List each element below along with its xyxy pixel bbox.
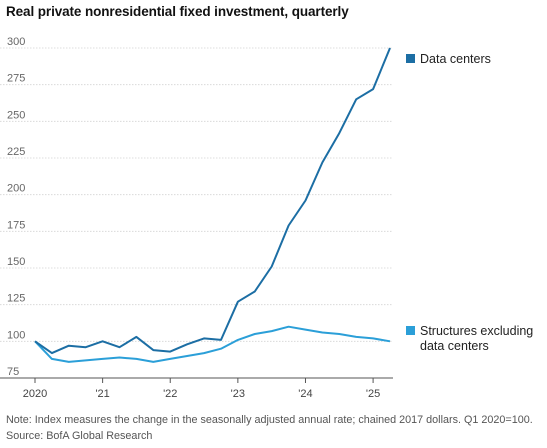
y-tick-label: 225	[7, 146, 25, 158]
grid-lines	[0, 47, 393, 379]
line-chart: 75 100 125 150 175 200 225 250 275 300 2020 '21 '22…	[0, 36, 533, 400]
x-axis-ticks: 2020 '21 '22 '23 '24 '25	[23, 378, 380, 400]
x-tick-label: '22	[163, 388, 177, 400]
legend-label-data-centers: Data centers	[420, 52, 491, 66]
series-line-structures-excluding-data-centers	[34, 325, 391, 363]
y-axis-ticks: 75 100 125 150 175 200 225 250 275 300	[7, 36, 25, 378]
y-tick-label: 200	[7, 183, 25, 195]
chart-source: Source: BofA Global Research	[6, 430, 153, 442]
x-tick-label: '21	[95, 388, 109, 400]
x-tick-label: '23	[231, 388, 245, 400]
legend-label-structures: Structures excluding data centers	[420, 324, 533, 353]
y-tick-label: 175	[7, 219, 25, 231]
legend-swatch-data-centers	[406, 54, 415, 63]
y-tick-label: 275	[7, 73, 25, 85]
legend: Data centers Structures excluding data cen…	[406, 52, 533, 353]
y-tick-label: 75	[7, 366, 19, 378]
x-tick-label: '25	[366, 388, 380, 400]
x-tick-label: '24	[298, 388, 312, 400]
series-lines	[34, 47, 391, 363]
chart-title: Real private nonresidential fixed invest…	[6, 4, 349, 19]
x-tick-label: 2020	[23, 388, 47, 400]
chart-note: Note: Index measures the change in the s…	[6, 414, 533, 426]
y-tick-label: 125	[7, 293, 25, 305]
y-tick-label: 250	[7, 109, 25, 121]
y-tick-label: 100	[7, 329, 25, 341]
legend-swatch-structures	[406, 326, 415, 335]
y-tick-label: 150	[7, 256, 25, 268]
series-line-data-centers	[34, 47, 391, 355]
y-tick-label: 300	[7, 36, 25, 48]
